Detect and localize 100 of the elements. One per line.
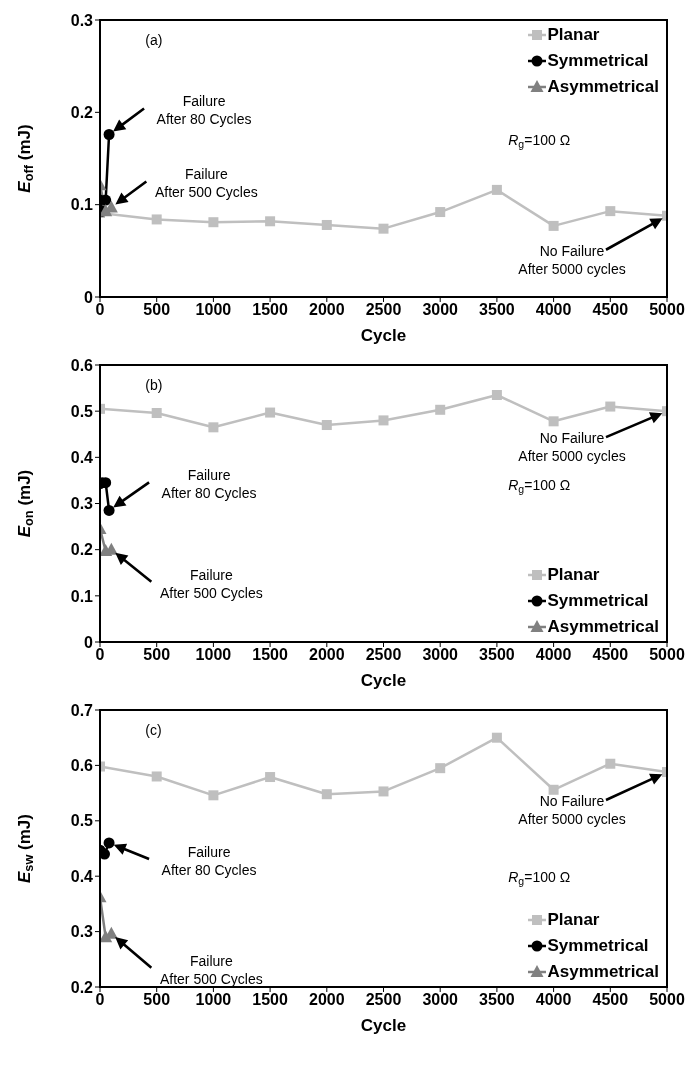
point <box>265 407 276 418</box>
x-tick-label: 3000 <box>422 646 459 664</box>
x-tick-label: 500 <box>143 991 171 1009</box>
x-tick-label: 2000 <box>309 301 345 319</box>
point <box>100 848 111 860</box>
y-tick-label: 0.6 <box>70 757 94 775</box>
point <box>265 772 276 783</box>
x-tick-label: 2000 <box>309 646 345 664</box>
y-tick-label: 0 <box>84 288 94 306</box>
legend-label: Asymmetrical <box>547 961 659 983</box>
legend-label: Symmetrical <box>547 935 649 957</box>
annotation: Failure After 80 Cycles <box>161 843 257 878</box>
point <box>321 420 332 431</box>
point <box>103 128 115 140</box>
annotation: Failure After 500 Cycles <box>154 166 258 201</box>
x-tick-label: 5000 <box>649 991 685 1009</box>
point <box>378 786 389 797</box>
point <box>548 220 559 231</box>
annotation: (a) <box>145 31 163 48</box>
x-tick-label: 4000 <box>535 991 572 1009</box>
annotation: (c) <box>145 721 162 738</box>
x-tick-label: 500 <box>143 646 171 664</box>
point <box>548 416 559 427</box>
legend-label: Planar <box>547 24 600 46</box>
annotation: Failure After 500 Cycles <box>159 952 263 987</box>
x-tick-label: 5000 <box>649 301 685 319</box>
x-tick-label: 2000 <box>309 991 345 1009</box>
annotation: R$_{g}$=100 Ω <box>508 868 571 887</box>
x-tick-label: 4500 <box>592 991 629 1009</box>
point <box>151 214 162 225</box>
x-axis-title: Cycle <box>360 1016 407 1035</box>
x-tick-label: 3500 <box>479 301 515 319</box>
x-tick-label: 4000 <box>535 301 572 319</box>
y-tick-label: 0 <box>84 633 94 651</box>
annotation: (b) <box>145 376 163 393</box>
annotation: Failure After 80 Cycles <box>156 93 252 128</box>
x-tick-label: 3500 <box>479 991 515 1009</box>
annotation: R$_{g}$=100 Ω <box>508 131 571 150</box>
x-tick-label: 5000 <box>649 646 685 664</box>
point <box>548 784 559 795</box>
x-tick-label: 4500 <box>592 646 629 664</box>
x-tick-label: 500 <box>143 301 171 319</box>
y-tick-label: 0.3 <box>70 495 94 513</box>
x-tick-label: 2500 <box>365 991 402 1009</box>
point <box>321 219 332 230</box>
legend-label: Planar <box>547 564 600 586</box>
x-tick-label: 1500 <box>252 646 288 664</box>
point <box>491 732 502 743</box>
legend-label: Asymmetrical <box>547 76 659 98</box>
x-tick-label: 0 <box>95 991 105 1009</box>
x-tick-label: 4500 <box>592 301 629 319</box>
point <box>435 207 446 218</box>
x-axis-title: Cycle <box>360 671 407 690</box>
point <box>378 223 389 234</box>
y-tick-label: 0.2 <box>70 541 94 559</box>
y-tick-label: 0.5 <box>70 402 94 420</box>
point <box>265 216 276 227</box>
y-tick-label: 0.4 <box>70 449 94 467</box>
point <box>491 390 502 401</box>
annotation: Failure After 500 Cycles <box>159 566 263 601</box>
annotation: Failure After 80 Cycles <box>161 467 257 502</box>
x-tick-label: 1500 <box>252 301 288 319</box>
annotation: No Failure After 5000 cycles <box>518 793 626 828</box>
x-tick-label: 2500 <box>365 301 402 319</box>
y-tick-label: 0.1 <box>70 196 94 214</box>
y-tick-label: 0.3 <box>70 923 94 941</box>
point <box>208 790 219 801</box>
x-tick-label: 0 <box>95 646 105 664</box>
y-tick-label: 0.7 <box>70 701 94 719</box>
y-tick-label: 0.4 <box>70 867 94 885</box>
x-tick-label: 1000 <box>195 991 232 1009</box>
annotation: No Failure After 5000 cycles <box>518 430 626 465</box>
point <box>435 404 446 415</box>
point <box>208 422 219 433</box>
point <box>378 415 389 426</box>
x-tick-label: 0 <box>95 301 105 319</box>
x-tick-label: 3000 <box>422 301 459 319</box>
point <box>151 408 162 419</box>
y-tick-label: 0.1 <box>70 587 94 605</box>
x-tick-label: 3000 <box>422 991 459 1009</box>
point <box>605 206 616 217</box>
x-tick-label: 4000 <box>535 646 572 664</box>
x-axis-title: Cycle <box>360 326 407 345</box>
point <box>605 401 616 412</box>
y-tick-label: 0.3 <box>70 11 94 29</box>
point <box>103 837 115 849</box>
y-tick-label: 0.5 <box>70 812 94 830</box>
x-tick-label: 1000 <box>195 301 232 319</box>
point <box>435 763 446 774</box>
legend-label: Symmetrical <box>547 50 649 72</box>
x-tick-label: 2500 <box>365 646 402 664</box>
point <box>321 789 332 800</box>
y-tick-label: 0.6 <box>70 356 94 374</box>
legend-label: Symmetrical <box>547 590 649 612</box>
x-tick-label: 3500 <box>479 646 515 664</box>
point <box>151 771 162 782</box>
x-tick-label: 1000 <box>195 646 232 664</box>
annotation: No Failure After 5000 cycles <box>518 242 626 277</box>
x-tick-label: 1500 <box>252 991 288 1009</box>
point <box>605 758 616 769</box>
